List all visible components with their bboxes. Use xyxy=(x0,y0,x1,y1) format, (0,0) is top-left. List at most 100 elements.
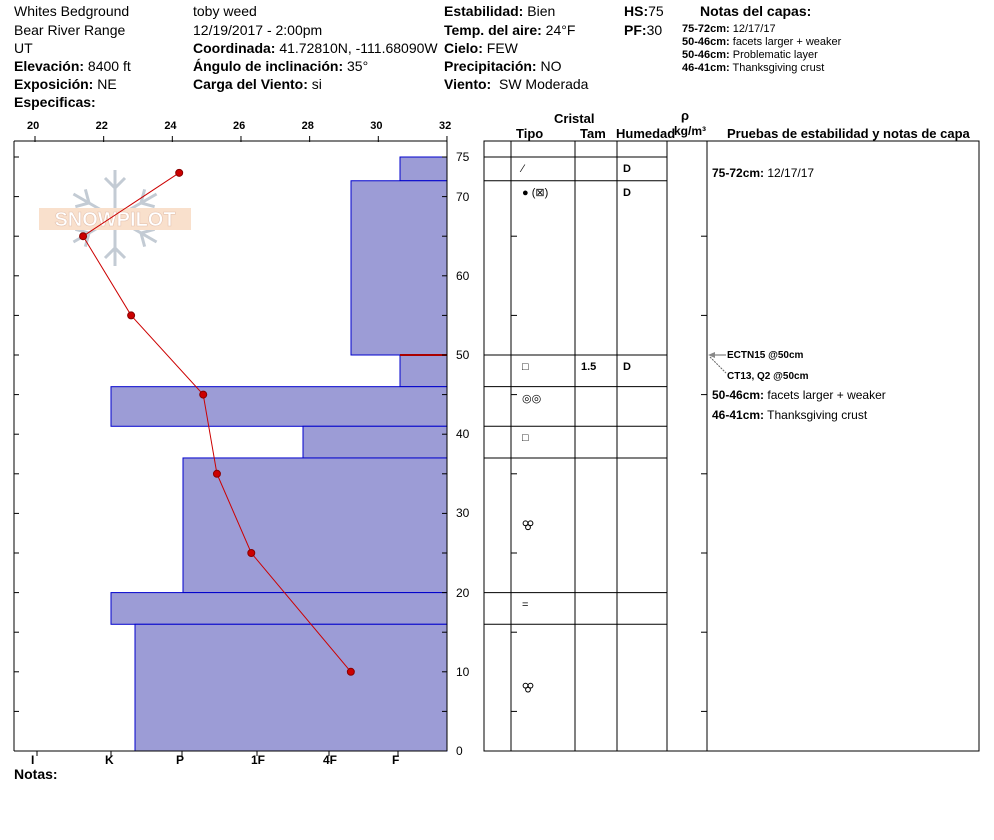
specifics-label: Especificas: xyxy=(14,94,96,110)
wind: Viento: SW Moderada xyxy=(444,76,589,92)
aspect: Exposición: NE xyxy=(14,76,117,92)
temp-tick-label: 30 xyxy=(370,120,383,132)
layer-note-range: 46-41cm: xyxy=(712,408,765,422)
temperature-point xyxy=(212,469,221,478)
wind-load: Carga del Viento: si xyxy=(193,76,322,92)
depth-tick-label: 40 xyxy=(456,427,470,442)
temp-tick-label: 22 xyxy=(95,120,108,132)
pf: PF:30 xyxy=(624,22,663,38)
hardness-tick-label: I xyxy=(31,753,35,767)
observer: toby weed xyxy=(193,3,257,19)
depth-tick-label: 75 xyxy=(456,150,470,164)
hardness-layer xyxy=(182,457,448,594)
layer-note-range: 50-46cm: xyxy=(682,36,730,48)
depth-tick-label: 50 xyxy=(456,348,470,362)
datetime: 12/19/2017 - 2:00pm xyxy=(193,22,323,38)
layer-note: 46-41cm: Thanksgiving crust xyxy=(682,62,824,75)
depth-tick-label: 30 xyxy=(456,506,470,521)
layer-note-text: Thanksgiving crust xyxy=(729,62,825,74)
moisture: D xyxy=(623,162,631,175)
state: UT xyxy=(14,40,33,56)
slope: Ángulo de inclinación: 35° xyxy=(193,58,369,74)
clustered-rounded-grains-icon xyxy=(522,520,534,531)
hardness-layer xyxy=(110,386,448,427)
layer-note: 50-46cm: facets larger + weaker xyxy=(682,36,841,49)
grain xyxy=(525,524,531,531)
crystal-type: = xyxy=(522,598,529,611)
layer-note-text: facets larger + weaker xyxy=(729,36,842,48)
table-border xyxy=(483,140,980,752)
moisture: D xyxy=(623,361,631,373)
layer-note-range: 46-41cm: xyxy=(682,62,730,74)
test-arrow xyxy=(709,356,727,374)
moisture-header: Humedad xyxy=(616,126,676,141)
layer-note-text: 12/17/17 xyxy=(729,23,776,35)
crystal-type: □ xyxy=(522,432,529,445)
temp-tick-label: 24 xyxy=(164,120,177,132)
hardness-layer xyxy=(350,180,448,356)
tests-header: Pruebas de estabilidad y notas de capa xyxy=(727,126,970,141)
stability-test: ECTN15 @50cm xyxy=(727,350,804,361)
hardness-layer xyxy=(399,354,448,388)
elevation: Elevación: 8400 ft xyxy=(14,58,131,74)
temperature-point xyxy=(127,311,136,320)
hardness-layer xyxy=(110,592,448,625)
depth-tick-label: 0 xyxy=(456,744,463,758)
temp-tick-label: 32 xyxy=(438,120,452,132)
layer-notes-title: Notas del capas: xyxy=(700,3,812,19)
snowflake-branch xyxy=(103,176,127,191)
depth-tick-label: 10 xyxy=(456,664,470,679)
stability-test: CT13, Q2 @50cm xyxy=(727,371,809,382)
type-header: Tipo xyxy=(516,126,544,141)
hardness-tick-label: K xyxy=(105,753,114,767)
density-unit: kg/m³ xyxy=(674,124,707,138)
layer-note: 75-72cm: 12/17/17 xyxy=(682,23,776,36)
temperature-point xyxy=(79,232,88,241)
snowflake-branch xyxy=(139,227,156,248)
depth-tick-label: 60 xyxy=(456,268,470,283)
grain xyxy=(525,686,531,693)
temp-tick-label: 26 xyxy=(232,120,246,132)
hardness-tick-label: F xyxy=(392,753,400,767)
layer-note-text: Problematic layer xyxy=(729,49,818,61)
temperature-point xyxy=(346,667,355,676)
layer-note-text: facets larger + weaker xyxy=(764,388,886,402)
arrowhead xyxy=(708,352,715,358)
crystal-type: ◎◎ xyxy=(522,392,542,405)
temp-tick-label: 28 xyxy=(301,120,314,132)
hardness-layer xyxy=(399,156,448,182)
hardness-tick-label: 1F xyxy=(251,753,266,767)
crystal-type: □ xyxy=(522,361,529,373)
temperature-point xyxy=(247,549,256,557)
temperature-point xyxy=(175,168,184,177)
layer-note-range: 75-72cm: xyxy=(682,23,730,35)
range: Bear River Range xyxy=(14,22,126,38)
size-header: Tam xyxy=(580,126,606,141)
coordinates: Coordinada: 41.72810N, -111.68090W xyxy=(193,40,438,56)
hs: HS:75 xyxy=(624,3,664,19)
logo-text: SNOWPILOT xyxy=(54,209,175,231)
snowflake-branch xyxy=(139,188,156,209)
grain xyxy=(527,520,534,527)
layer-note: 46-41cm: Thanksgiving crust xyxy=(712,409,867,422)
sky: Cielo: FEW xyxy=(444,40,518,56)
logo-band xyxy=(39,208,191,230)
layer-note-range: 75-72cm: xyxy=(712,166,765,180)
layer-note-range: 50-46cm: xyxy=(712,388,765,402)
moisture: D xyxy=(623,186,631,199)
hardness-tick-label: P xyxy=(176,753,185,767)
rho-header: ρ xyxy=(681,108,690,123)
clustered-rounded-grains-icon xyxy=(522,682,534,693)
temp-tick-label: 20 xyxy=(27,120,40,132)
snowpilot-logo: SNOWPILOT xyxy=(39,170,191,266)
temperature-point xyxy=(199,390,208,399)
layer-note: 50-46cm: Problematic layer xyxy=(682,49,818,62)
hardness-layer xyxy=(302,425,448,459)
stability: Estabilidad: Bien xyxy=(444,3,556,19)
depth-tick-label: 70 xyxy=(456,189,470,204)
depth-tick-label: 20 xyxy=(456,585,470,600)
snowflake-branch xyxy=(103,245,127,260)
layer-note-text: 12/17/17 xyxy=(764,166,815,180)
